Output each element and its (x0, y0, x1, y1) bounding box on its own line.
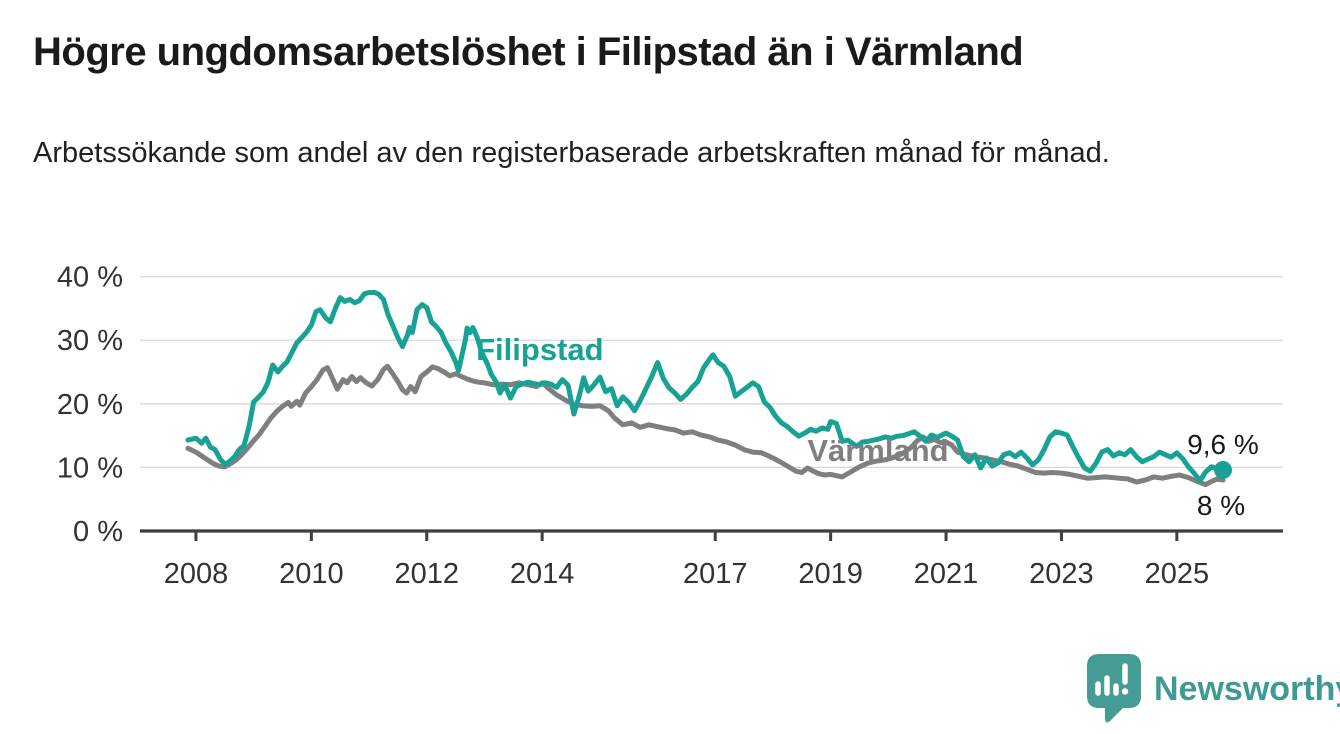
y-tick-label: 20 % (57, 389, 123, 421)
värmland-value-label: 8 % (1197, 490, 1245, 521)
x-tick-label: 2019 (798, 558, 863, 590)
x-tick-label: 2017 (683, 558, 748, 590)
x-tick-label: 2025 (1145, 558, 1210, 590)
x-tick-label: 2008 (164, 558, 229, 590)
y-tick-label: 30 % (57, 325, 123, 357)
bar-chart-speech-bubble-icon (1087, 654, 1141, 723)
line-chart: 2008 2010 2012 2014 2017 2019 2021 2023 2025 0 % 1… (0, 250, 1340, 610)
värmland-line (185, 363, 1226, 488)
filipstad-series-label: Filipstad (476, 332, 603, 367)
y-tick-label: 0 % (73, 516, 123, 548)
x-tick-label: 2021 (914, 558, 979, 590)
filipstad-line (185, 290, 1226, 484)
newsworthy-wordmark: Newsworthy (1154, 670, 1340, 708)
filipstad-end-dot (1213, 460, 1232, 479)
filipstad-value-label: 9,6 % (1187, 429, 1259, 460)
x-tick-label: 2014 (510, 558, 575, 590)
x-tick-label: 2023 (1029, 558, 1094, 590)
y-tick-label: 40 % (57, 262, 123, 294)
värmland-series-label: Värmland (807, 433, 948, 468)
chart-subtitle: Arbetssökande som andel av den registerb… (33, 137, 1110, 169)
x-tick-label: 2012 (395, 558, 460, 590)
chart-svg: 2008 2010 2012 2014 2017 2019 2021 2023 2025 0 % 1… (57, 262, 1283, 590)
x-tick-label: 2010 (279, 558, 344, 590)
newsworthy-logo: Newsworthy (1085, 653, 1340, 725)
page-title: Högre ungdomsarbetslöshet i Filipstad än… (33, 30, 1024, 74)
y-tick-label: 10 % (57, 452, 123, 484)
